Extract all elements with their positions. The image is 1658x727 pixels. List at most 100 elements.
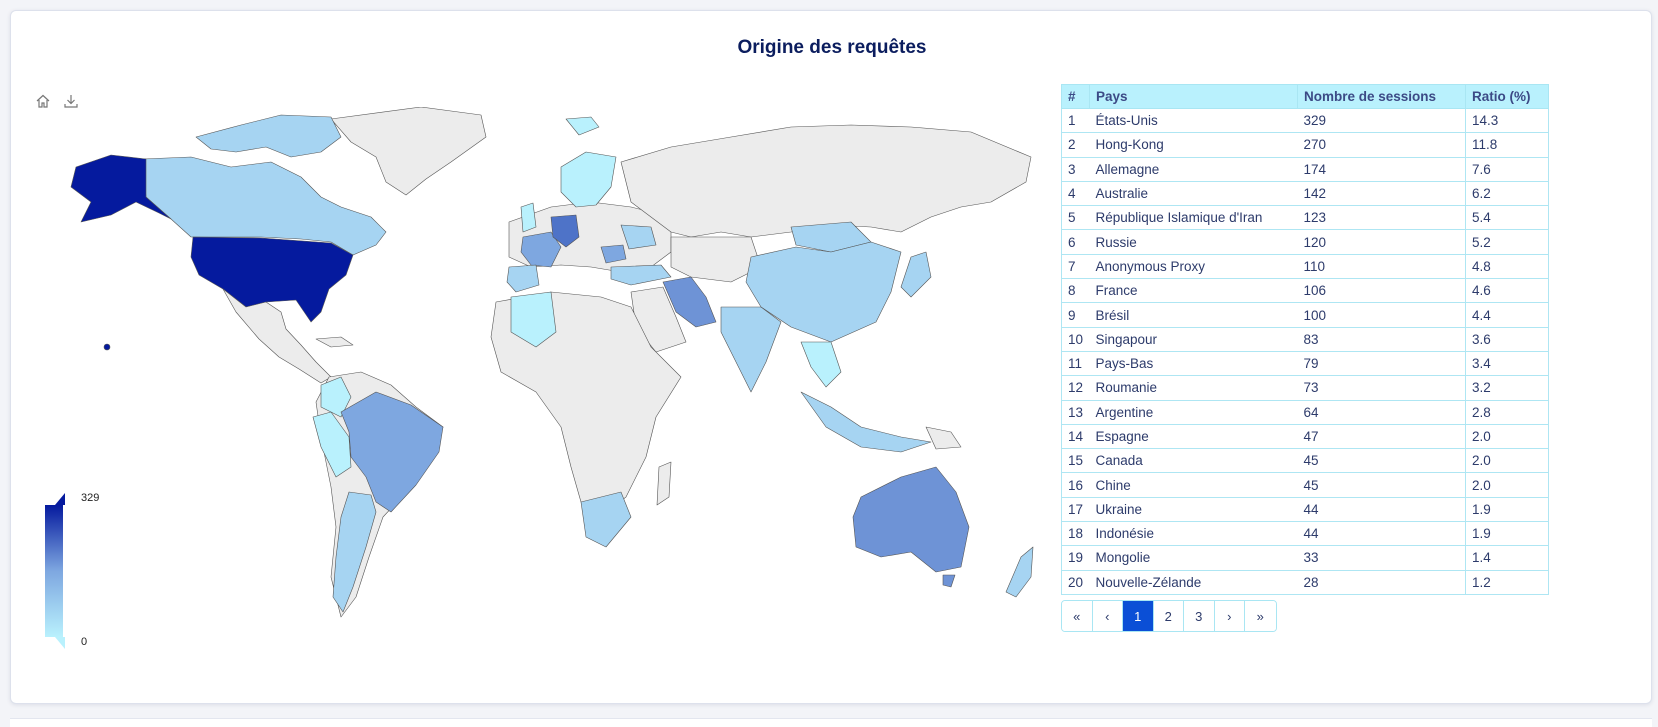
map-united-kingdom[interactable] xyxy=(520,202,537,233)
cell-sessions: 45 xyxy=(1297,472,1466,498)
table-row[interactable]: 8 France 106 4.6 xyxy=(1061,278,1549,304)
map-india[interactable] xyxy=(720,306,782,393)
map-indonesia[interactable] xyxy=(800,391,932,453)
table-row[interactable]: 2 Hong-Kong 270 11.8 xyxy=(1061,132,1549,158)
download-button[interactable] xyxy=(61,91,81,111)
legend-max-marker xyxy=(55,493,65,505)
cell-sessions: 329 xyxy=(1297,107,1466,134)
table-row[interactable]: 15 Canada 45 2.0 xyxy=(1061,448,1549,474)
map-romania[interactable] xyxy=(600,244,627,264)
color-legend: 329 0 xyxy=(33,489,123,649)
map-ukraine[interactable] xyxy=(620,224,657,250)
map-turkey[interactable] xyxy=(610,264,672,286)
table-row[interactable]: 20 Nouvelle-Zélande 28 1.2 xyxy=(1061,569,1549,595)
cell-rank: 2 xyxy=(1061,132,1090,158)
map-greenland[interactable] xyxy=(330,107,487,196)
table-row[interactable]: 17 Ukraine 44 1.9 xyxy=(1061,496,1549,523)
map-madagascar[interactable] xyxy=(656,461,672,506)
table-row[interactable]: 4 Australie 142 6.2 xyxy=(1061,180,1549,207)
cell-rank: 15 xyxy=(1061,448,1090,474)
map-scandinavia[interactable] xyxy=(560,151,617,208)
map-canada-islands[interactable] xyxy=(195,114,342,158)
col-header-ratio[interactable]: Ratio (%) xyxy=(1465,84,1549,109)
page-prev-button[interactable]: ‹ xyxy=(1092,601,1123,631)
cell-rank: 6 xyxy=(1061,229,1090,255)
cell-rank: 3 xyxy=(1061,156,1090,182)
map-peru[interactable] xyxy=(312,411,352,478)
map-central-asia[interactable] xyxy=(670,236,762,283)
cell-country: Brésil xyxy=(1089,302,1298,328)
map-hawaii[interactable] xyxy=(103,343,111,351)
cell-ratio: 7.6 xyxy=(1465,156,1549,182)
cell-sessions: 47 xyxy=(1297,423,1466,450)
map-russia[interactable] xyxy=(620,124,1032,238)
page-first-button[interactable]: « xyxy=(1062,601,1093,631)
table-row[interactable]: 1 États-Unis 329 14.3 xyxy=(1061,107,1549,134)
table-row[interactable]: 12 Roumanie 73 3.2 xyxy=(1061,375,1549,401)
cell-country: Ukraine xyxy=(1089,496,1298,523)
map-brazil[interactable] xyxy=(340,391,444,513)
table-row[interactable]: 13 Argentine 64 2.8 xyxy=(1061,399,1549,425)
map-algeria[interactable] xyxy=(510,291,557,348)
map-mexico[interactable] xyxy=(222,288,332,384)
table-row[interactable]: 10 Singapour 83 3.6 xyxy=(1061,326,1549,352)
col-header-country[interactable]: Pays xyxy=(1089,84,1298,109)
map-southeast-asia[interactable] xyxy=(800,341,842,388)
map-south-africa[interactable] xyxy=(580,491,632,548)
cell-ratio: 1.9 xyxy=(1465,521,1549,547)
cell-ratio: 2.0 xyxy=(1465,472,1549,498)
col-header-sessions[interactable]: Nombre de sessions xyxy=(1297,84,1466,109)
home-button[interactable] xyxy=(33,91,53,111)
map-china[interactable] xyxy=(745,241,902,343)
cell-sessions: 33 xyxy=(1297,545,1466,571)
cell-rank: 11 xyxy=(1061,350,1090,377)
legend-min-label: 0 xyxy=(81,636,88,648)
table-row[interactable]: 5 République Islamique d'Iran 123 5.4 xyxy=(1061,205,1549,231)
table-row[interactable]: 14 Espagne 47 2.0 xyxy=(1061,423,1549,450)
map-card: Origine des requêtes xyxy=(10,10,1652,704)
table-row[interactable]: 11 Pays-Bas 79 3.4 xyxy=(1061,350,1549,377)
map-png[interactable] xyxy=(925,426,962,450)
country-table: # Pays Nombre de sessions Ratio (%) 1 Éta… xyxy=(1061,84,1549,595)
table-row[interactable]: 16 Chine 45 2.0 xyxy=(1061,472,1549,498)
map-spain[interactable] xyxy=(506,264,540,293)
map-australia[interactable] xyxy=(852,466,970,573)
page-1-button[interactable]: 1 xyxy=(1123,601,1154,631)
map-iceland[interactable] xyxy=(565,116,600,136)
page-last-button[interactable]: » xyxy=(1245,601,1276,631)
page-title: Origine des requêtes xyxy=(737,37,927,58)
cell-rank: 8 xyxy=(1061,278,1090,304)
cell-sessions: 100 xyxy=(1297,302,1466,328)
cell-rank: 9 xyxy=(1061,302,1090,328)
table-row[interactable]: 18 Indonésie 44 1.9 xyxy=(1061,521,1549,547)
map-germany[interactable] xyxy=(550,214,580,248)
cell-country: Pays-Bas xyxy=(1089,350,1298,377)
page-2-button[interactable]: 2 xyxy=(1153,601,1184,631)
table-row[interactable]: 9 Brésil 100 4.4 xyxy=(1061,302,1549,328)
map-france[interactable] xyxy=(520,231,562,268)
cell-ratio: 11.8 xyxy=(1465,132,1549,158)
table-row[interactable]: 7 Anonymous Proxy 110 4.8 xyxy=(1061,253,1549,280)
table-body: 1 États-Unis 329 14.3 2 Hong-Kong 270 11.8 3 Alle… xyxy=(1061,107,1549,595)
map-argentina[interactable] xyxy=(332,491,377,613)
map-united-states[interactable] xyxy=(190,236,354,323)
page-3-button[interactable]: 3 xyxy=(1184,601,1215,631)
cell-ratio: 6.2 xyxy=(1465,180,1549,207)
col-header-rank[interactable]: # xyxy=(1061,84,1090,109)
map-tasmania[interactable] xyxy=(942,574,956,588)
map-new-zealand[interactable] xyxy=(1005,546,1034,598)
table-row[interactable]: 6 Russie 120 5.2 xyxy=(1061,229,1549,255)
map-canada[interactable] xyxy=(142,156,387,256)
map-japan[interactable] xyxy=(900,251,932,298)
map-colombia[interactable] xyxy=(320,376,352,418)
map-africa[interactable] xyxy=(490,291,682,518)
table-row[interactable]: 3 Allemagne 174 7.6 xyxy=(1061,156,1549,182)
cell-country: Canada xyxy=(1089,448,1298,474)
cell-ratio: 2.0 xyxy=(1465,448,1549,474)
table-row[interactable]: 19 Mongolie 33 1.4 xyxy=(1061,545,1549,571)
cell-sessions: 79 xyxy=(1297,350,1466,377)
map-caribbean[interactable] xyxy=(315,336,354,348)
page-next-button[interactable]: › xyxy=(1214,601,1245,631)
cell-country: Australie xyxy=(1089,180,1298,207)
map-alaska[interactable] xyxy=(70,154,172,223)
